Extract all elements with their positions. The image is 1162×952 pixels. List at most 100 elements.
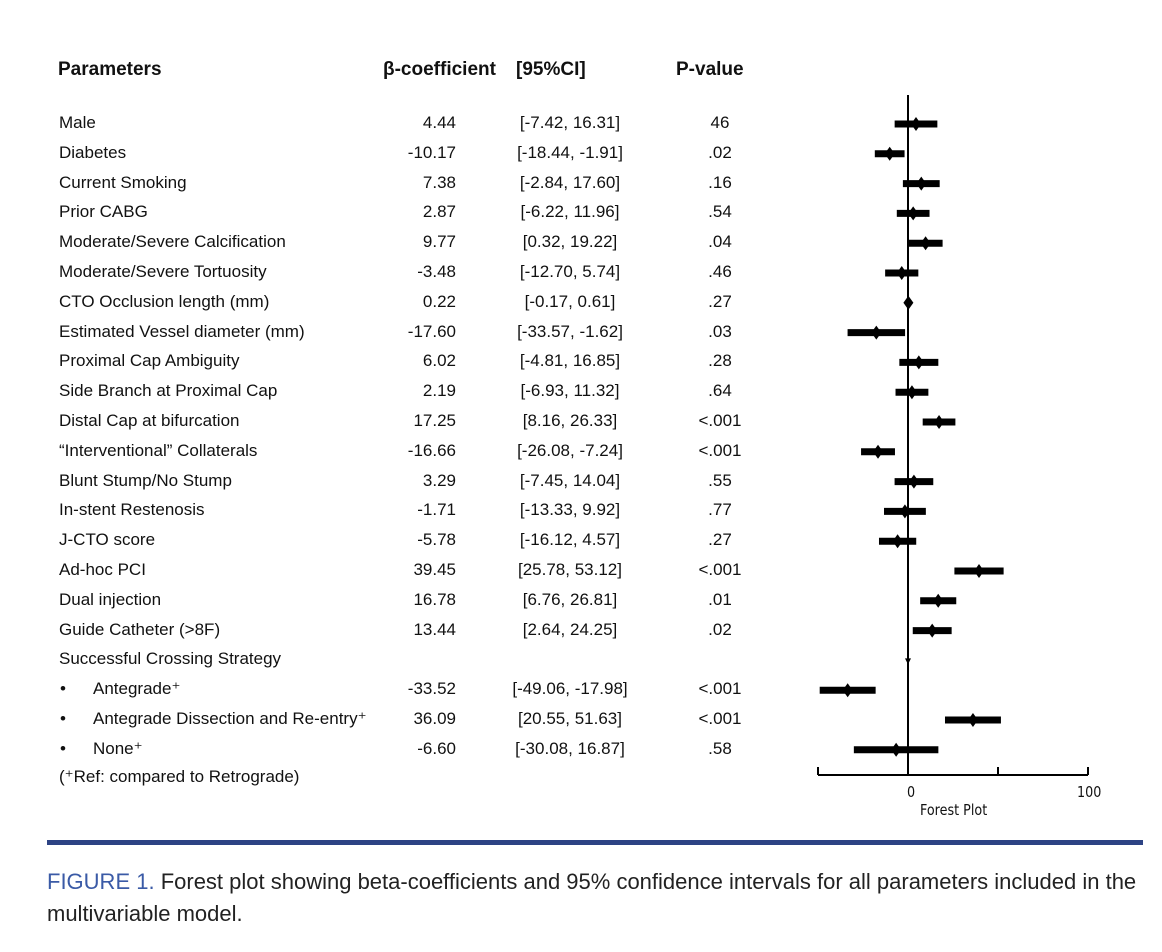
row-label: Successful Crossing Strategy xyxy=(59,649,282,669)
row-label: “Interventional” Collaterals xyxy=(59,440,258,460)
estimate-point xyxy=(871,325,882,340)
row-p-value: .04 xyxy=(708,232,732,252)
row-ci: [0.32, 19.22] xyxy=(522,232,618,252)
row-p-value: <.001 xyxy=(698,709,742,728)
estimate-point xyxy=(842,683,853,698)
row-beta: 17.25 xyxy=(413,411,456,430)
row-p-value: .77 xyxy=(708,500,732,520)
row-beta: 0.22 xyxy=(422,291,456,311)
estimate-point xyxy=(927,623,938,638)
row-label: Guide Catheter (>8F) xyxy=(59,619,221,639)
row-label: None⁺ xyxy=(93,738,143,758)
estimate-point xyxy=(908,474,919,489)
row-ci: [-2.84, 17.60] xyxy=(519,172,621,192)
row-beta: -33.52 xyxy=(407,679,456,699)
estimate-point xyxy=(892,534,903,549)
forest-plot xyxy=(817,95,1089,776)
row-p-value: .46 xyxy=(708,262,732,281)
caption-label: FIGURE 1. xyxy=(47,869,155,894)
row-beta: -6.60 xyxy=(417,738,456,758)
row-label: Antegrade⁺ xyxy=(93,679,181,699)
row-p-value: <.001 xyxy=(698,440,742,460)
row-beta: -17.60 xyxy=(407,321,456,341)
estimate-point xyxy=(896,266,907,280)
estimate-point xyxy=(908,206,919,221)
row-ci: [-7.45, 14.04] xyxy=(519,470,621,490)
row-p-value: .02 xyxy=(708,619,732,639)
row-p-value: .28 xyxy=(708,351,732,371)
row-p-value: <.001 xyxy=(698,679,742,699)
row-label: J-CTO score xyxy=(59,530,156,550)
row-ci: [-7.42, 16.31] xyxy=(519,113,621,132)
estimate-point xyxy=(920,236,931,251)
row-beta: 2.87 xyxy=(422,202,456,222)
row-beta: 16.78 xyxy=(413,589,456,609)
row-p-value: .02 xyxy=(708,142,732,162)
row-beta: 7.38 xyxy=(422,172,456,192)
caption-rule xyxy=(47,840,1143,845)
row-bullet: • xyxy=(60,709,66,728)
row-p-value: .16 xyxy=(708,172,732,192)
row-ci: [-6.93, 11.32] xyxy=(520,381,620,401)
row-label: Blunt Stump/No Stump xyxy=(59,470,232,490)
row-label: Dual injection xyxy=(59,589,162,609)
x-tick-label-100: 100 xyxy=(1077,783,1102,801)
row-p-value: .01 xyxy=(708,589,732,609)
footnote: (⁺Ref: compared to Retrograde) xyxy=(59,767,300,786)
estimate-point xyxy=(974,564,985,578)
x-tick-label-0: 0 xyxy=(907,783,916,801)
row-beta: 3.29 xyxy=(422,470,456,490)
row-p-value: .54 xyxy=(708,202,732,222)
caption-text: Forest plot showing beta-coefficients an… xyxy=(47,869,1137,926)
row-label: Proximal Cap Ambiguity xyxy=(59,351,240,371)
row-p-value: .58 xyxy=(708,738,732,758)
header-p-value: P-value xyxy=(676,59,744,80)
x-axis-label: Forest Plot xyxy=(920,801,988,819)
row-beta: 36.09 xyxy=(413,709,456,728)
row-ci: [2.64, 24.25] xyxy=(522,619,618,639)
row-ci: [6.76, 26.81] xyxy=(522,589,618,609)
estimate-point xyxy=(916,176,927,191)
row-p-value: 46 xyxy=(710,113,730,132)
row-beta: 4.44 xyxy=(422,113,456,132)
row-ci: [8.16, 26.33] xyxy=(522,411,618,430)
estimate-point xyxy=(884,146,895,161)
estimate-point xyxy=(933,593,944,608)
row-label: Moderate/Severe Tortuosity xyxy=(59,262,267,281)
row-label: Diabetes xyxy=(59,142,127,162)
row-p-value: .27 xyxy=(708,530,732,550)
row-label: Antegrade Dissection and Re-entry⁺ xyxy=(93,709,367,728)
estimate-point xyxy=(903,295,914,310)
row-label: In-stent Restenosis xyxy=(59,500,205,520)
row-ci: [-0.17, 0.61] xyxy=(524,291,616,311)
row-label: Male xyxy=(59,113,96,132)
estimate-point xyxy=(934,415,945,429)
row-bullet: • xyxy=(60,738,66,758)
estimate-point xyxy=(906,385,917,400)
row-beta: -10.17 xyxy=(407,142,456,162)
row-ci: [-33.57, -1.62] xyxy=(517,321,623,341)
row-beta: -3.48 xyxy=(417,262,456,281)
row-beta: 6.02 xyxy=(422,351,456,371)
estimate-point xyxy=(910,117,921,131)
row-ci: [-49.06, -17.98] xyxy=(512,679,628,699)
row-p-value: <.001 xyxy=(698,560,742,579)
row-p-value: .64 xyxy=(708,381,732,401)
row-beta: 13.44 xyxy=(413,619,456,639)
estimate-point xyxy=(891,742,902,757)
row-beta: -1.71 xyxy=(417,500,456,520)
row-label: Moderate/Severe Calcification xyxy=(59,232,286,252)
row-beta: 39.45 xyxy=(413,560,456,579)
row-label: Side Branch at Proximal Cap xyxy=(59,381,278,401)
row-beta: 2.19 xyxy=(422,381,456,401)
row-label: Prior CABG xyxy=(59,202,148,222)
row-label: Estimated Vessel diameter (mm) xyxy=(59,321,305,341)
row-ci: [-13.33, 9.92] xyxy=(519,500,621,520)
row-beta: 9.77 xyxy=(422,232,456,252)
figure-caption: FIGURE 1. Forest plot showing beta-coeff… xyxy=(47,866,1147,930)
row-p-value: .03 xyxy=(708,321,732,341)
estimate-point xyxy=(913,355,924,370)
header-parameters: Parameters xyxy=(58,59,162,80)
row-p-value: .27 xyxy=(708,291,732,311)
header-ci: [95%CI] xyxy=(516,59,586,80)
